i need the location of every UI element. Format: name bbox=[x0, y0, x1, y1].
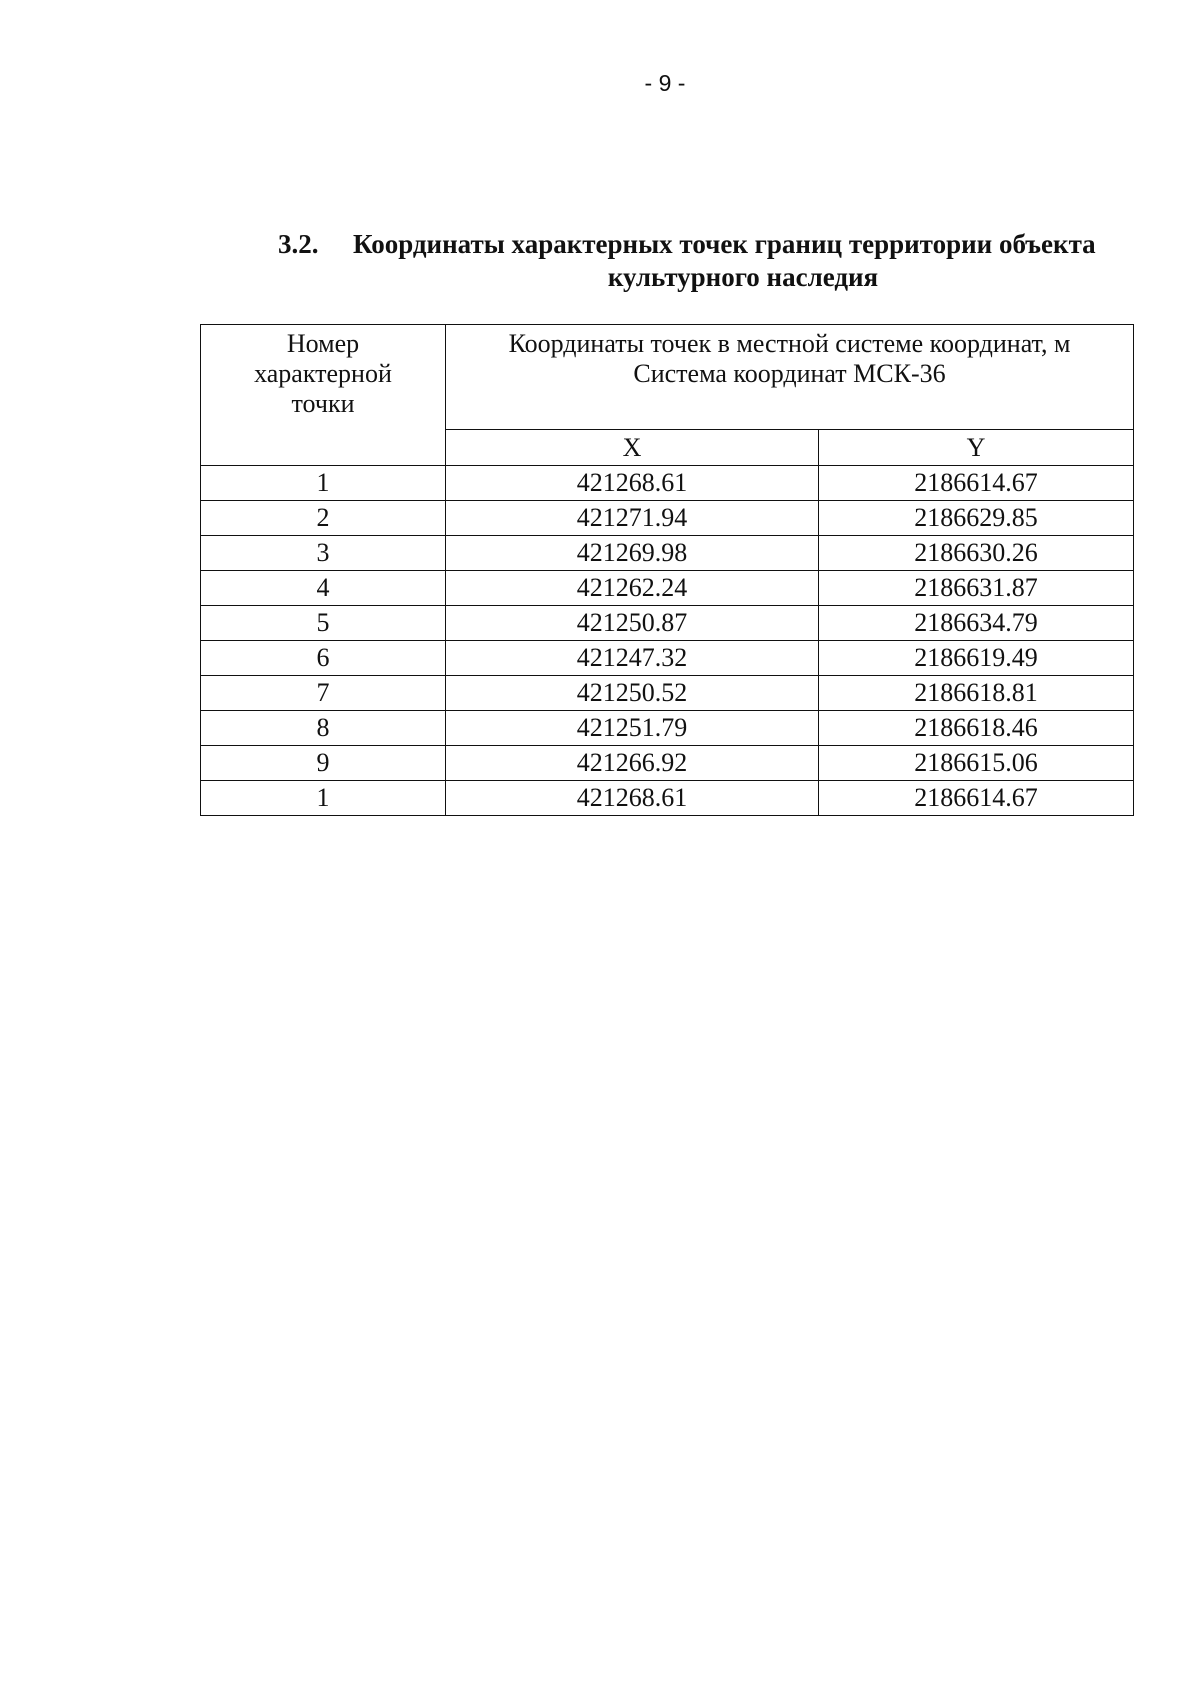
header-x: X bbox=[445, 429, 819, 466]
cell-x: 421262.24 bbox=[445, 570, 819, 606]
coordinates-table: Номер характерной точки Координаты точек… bbox=[200, 324, 1134, 816]
header-text: Система координат МСК-36 bbox=[633, 359, 946, 388]
page-number: - 9 - bbox=[644, 70, 686, 96]
table-row: 2 421271.94 2186629.85 bbox=[200, 500, 1134, 536]
cell-n: 8 bbox=[200, 710, 446, 746]
header-text: точки bbox=[291, 389, 355, 418]
table-row: 1 421268.61 2186614.67 bbox=[200, 465, 1134, 501]
header-text: характерной bbox=[254, 359, 392, 388]
cell-n: 9 bbox=[200, 745, 446, 781]
cell-y: 2186614.67 bbox=[818, 780, 1134, 816]
cell-n: 5 bbox=[200, 605, 446, 641]
title-line-2: культурного наследия bbox=[607, 262, 879, 292]
header-y: Y bbox=[818, 429, 1134, 466]
section-number: 3.2. bbox=[278, 229, 319, 259]
cell-n: 7 bbox=[200, 675, 446, 711]
cell-x: 421271.94 bbox=[445, 500, 819, 536]
table-row: 4 421262.24 2186631.87 bbox=[200, 570, 1134, 606]
cell-n: 4 bbox=[200, 570, 446, 606]
cell-n: 6 bbox=[200, 640, 446, 676]
header-point-number: Номер характерной точки bbox=[200, 324, 446, 466]
cell-y: 2186615.06 bbox=[818, 745, 1134, 781]
table-row: 1 421268.61 2186614.67 bbox=[200, 780, 1134, 816]
cell-n: 3 bbox=[200, 535, 446, 571]
cell-x: 421269.98 bbox=[445, 535, 819, 571]
header-text: Номер bbox=[286, 329, 360, 358]
title-line-1: Координаты характерных точек границ терр… bbox=[353, 229, 1096, 259]
cell-y: 2186629.85 bbox=[818, 500, 1134, 536]
cell-x: 421268.61 bbox=[445, 465, 819, 501]
header-text: Координаты точек в местной системе коорд… bbox=[508, 329, 1071, 358]
table-row: 7 421250.52 2186618.81 bbox=[200, 675, 1134, 711]
cell-n: 2 bbox=[200, 500, 446, 536]
table-row: 6 421247.32 2186619.49 bbox=[200, 640, 1134, 676]
cell-x: 421250.87 bbox=[445, 605, 819, 641]
cell-y: 2186619.49 bbox=[818, 640, 1134, 676]
cell-x: 421266.92 bbox=[445, 745, 819, 781]
table-row: 8 421251.79 2186618.46 bbox=[200, 710, 1134, 746]
cell-y: 2186614.67 bbox=[818, 465, 1134, 501]
section-title: 3.2. Координаты характерных точек границ … bbox=[278, 228, 1148, 294]
table-row: 3 421269.98 2186630.26 bbox=[200, 535, 1134, 571]
cell-y: 2186634.79 bbox=[818, 605, 1134, 641]
cell-x: 421250.52 bbox=[445, 675, 819, 711]
cell-y: 2186630.26 bbox=[818, 535, 1134, 571]
cell-y: 2186618.46 bbox=[818, 710, 1134, 746]
table-row: 5 421250.87 2186634.79 bbox=[200, 605, 1134, 641]
cell-y: 2186631.87 bbox=[818, 570, 1134, 606]
table-row: 9 421266.92 2186615.06 bbox=[200, 745, 1134, 781]
cell-x: 421251.79 bbox=[445, 710, 819, 746]
cell-y: 2186618.81 bbox=[818, 675, 1134, 711]
cell-x: 421247.32 bbox=[445, 640, 819, 676]
cell-n: 1 bbox=[200, 465, 446, 501]
header-coordinates: Координаты точек в местной системе коорд… bbox=[445, 324, 1134, 430]
cell-n: 1 bbox=[200, 780, 446, 816]
cell-x: 421268.61 bbox=[445, 780, 819, 816]
